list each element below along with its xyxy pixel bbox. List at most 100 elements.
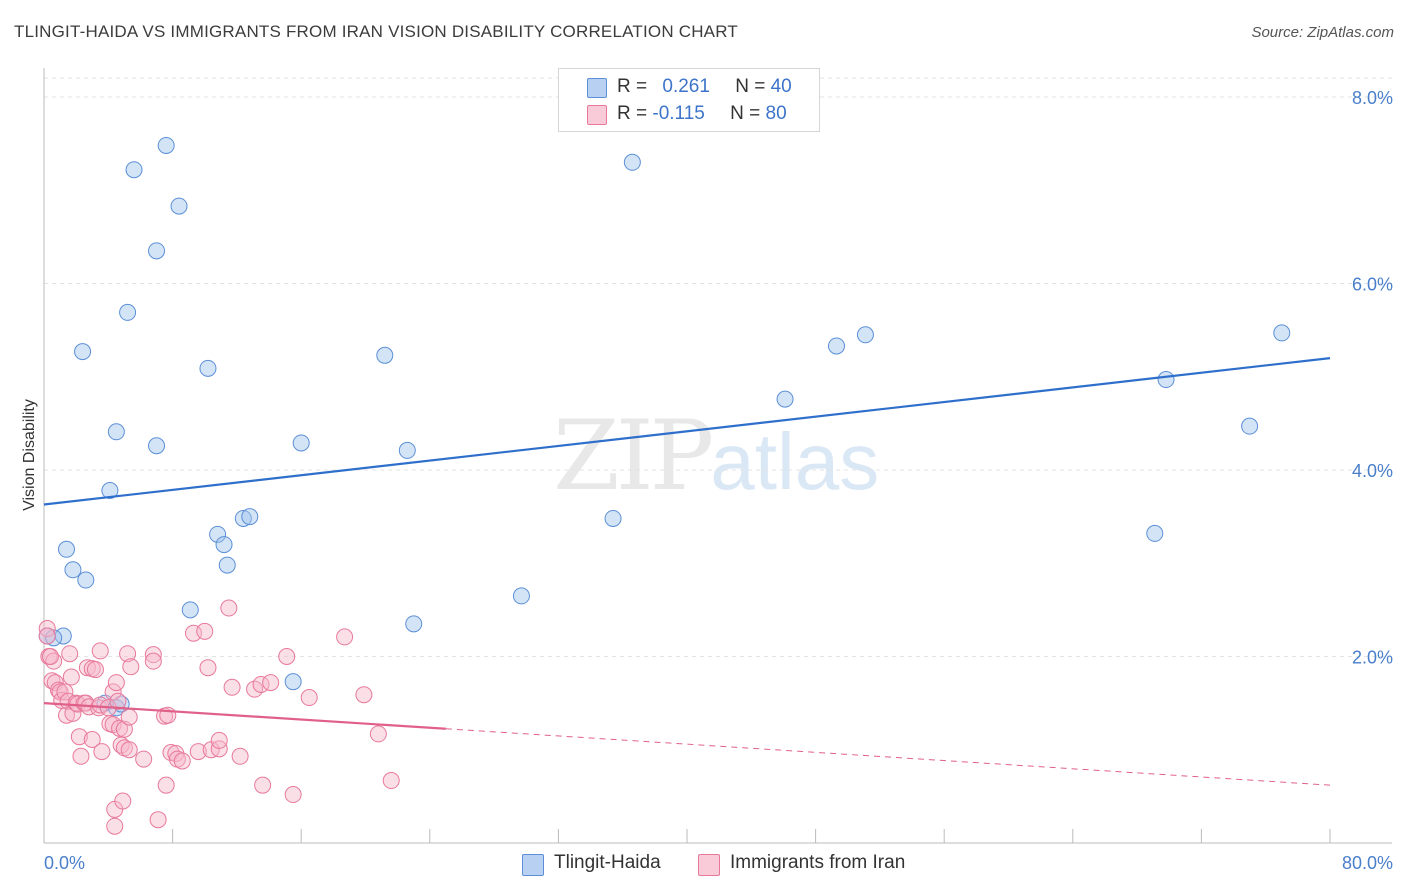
tlingit-point <box>181 601 199 619</box>
iran-point <box>72 747 90 765</box>
legend-swatch-tlingit <box>522 854 544 876</box>
tlingit-point <box>58 540 76 558</box>
iran-point <box>223 678 241 696</box>
n-label: N = <box>730 103 766 124</box>
iran-point <box>135 750 153 768</box>
iran-point <box>284 786 302 804</box>
n-value: 40 <box>770 76 792 97</box>
iran-point <box>56 683 74 701</box>
iran-point <box>157 776 175 794</box>
iran-point <box>336 628 354 646</box>
tlingit-point <box>119 303 137 321</box>
tlingit-point <box>376 346 394 364</box>
tlingit-point <box>623 153 641 171</box>
iran-trend-line-dashed <box>445 728 1331 786</box>
iran-point <box>38 620 56 638</box>
iran-point <box>300 689 318 707</box>
tlingit-point <box>241 508 259 526</box>
iran-point <box>111 719 129 737</box>
legend-label-iran: Immigrants from Iran <box>730 852 906 873</box>
tlingit-point <box>157 136 175 154</box>
y-tick-label: 8.0% <box>1352 88 1393 108</box>
iran-point <box>106 817 124 835</box>
iran-point <box>114 792 132 810</box>
r-value: 0.261 <box>662 76 710 97</box>
iran-point <box>231 747 249 765</box>
legend-label-tlingit: Tlingit-Haida <box>554 852 661 873</box>
iran-point <box>122 658 140 676</box>
iran-point <box>61 645 79 663</box>
iran-point <box>278 648 296 665</box>
iran-point <box>83 730 101 748</box>
iran-point <box>144 652 162 670</box>
correlation-legend: R = 0.261 N = 40 R = -0.115 N = 80 <box>558 68 820 132</box>
tlingit-point <box>234 509 252 527</box>
tlingit-point <box>292 434 310 452</box>
iran-point <box>189 743 207 761</box>
tlingit-point <box>107 423 125 441</box>
iran-point <box>104 683 122 701</box>
tlingit-point <box>604 509 622 527</box>
tlingit-point <box>856 326 874 344</box>
iran-trend-line <box>43 702 446 730</box>
iran-point <box>199 659 217 677</box>
iran-point <box>254 776 272 794</box>
tlingit-point <box>776 390 794 408</box>
iran-point <box>369 725 387 743</box>
chart-title: TLINGIT-HAIDA VS IMMIGRANTS FROM IRAN VI… <box>14 22 738 41</box>
iran-point <box>93 743 111 761</box>
iran-point <box>58 706 76 724</box>
legend-swatch-iran <box>698 854 720 876</box>
tlingit-point <box>170 197 188 215</box>
iran-point <box>119 645 137 663</box>
watermark-atlas: atlas <box>710 417 880 506</box>
legend-swatch-tlingit <box>587 78 607 98</box>
tlingit-point <box>199 359 217 377</box>
tlingit-point <box>125 161 143 179</box>
tlingit-trend-line <box>43 357 1331 506</box>
tlingit-point <box>101 482 119 500</box>
tlingit-point <box>512 587 530 605</box>
n-label: N = <box>735 76 771 97</box>
tlingit-point <box>1273 324 1291 342</box>
iran-point <box>196 622 214 640</box>
r-label: R = <box>617 103 653 124</box>
iran-point <box>149 811 167 829</box>
iran-point <box>70 728 88 746</box>
watermark-zip: ZIP <box>553 400 714 512</box>
iran-point <box>355 686 373 704</box>
iran-point <box>109 692 127 710</box>
iran-point <box>120 741 138 759</box>
r-value: -0.115 <box>652 103 705 124</box>
y-tick-label: 2.0% <box>1352 648 1393 668</box>
iran-point <box>210 731 228 749</box>
iran-point <box>41 648 59 665</box>
iran-point <box>107 674 125 692</box>
iran-point <box>62 668 80 686</box>
tlingit-point <box>148 242 166 260</box>
iran-point <box>45 652 63 670</box>
iran-point <box>220 599 238 617</box>
tlingit-point <box>74 343 92 361</box>
tlingit-point <box>1241 417 1259 435</box>
watermark: ZIPatlas <box>553 400 879 512</box>
y-tick-label: 6.0% <box>1352 275 1393 295</box>
n-value: 80 <box>765 103 787 124</box>
tlingit-point <box>77 571 95 589</box>
source-label: Source: ZipAtlas.com <box>1251 24 1394 41</box>
tlingit-point <box>45 629 63 647</box>
tlingit-point <box>1157 371 1175 389</box>
iran-point <box>262 674 280 692</box>
series-legend: Tlingit-Haida Immigrants from Iran <box>0 852 1406 878</box>
iran-point <box>91 642 109 660</box>
tlingit-point <box>215 536 233 554</box>
r-label: R = <box>617 76 653 97</box>
iran-point <box>38 627 56 645</box>
iran-point <box>144 646 162 664</box>
x-tick-label: 0.0% <box>44 853 85 873</box>
tlingit-point <box>405 615 423 633</box>
x-tick-label: 80.0% <box>1342 853 1393 873</box>
tlingit-point <box>398 441 416 459</box>
iran-point <box>173 752 191 770</box>
